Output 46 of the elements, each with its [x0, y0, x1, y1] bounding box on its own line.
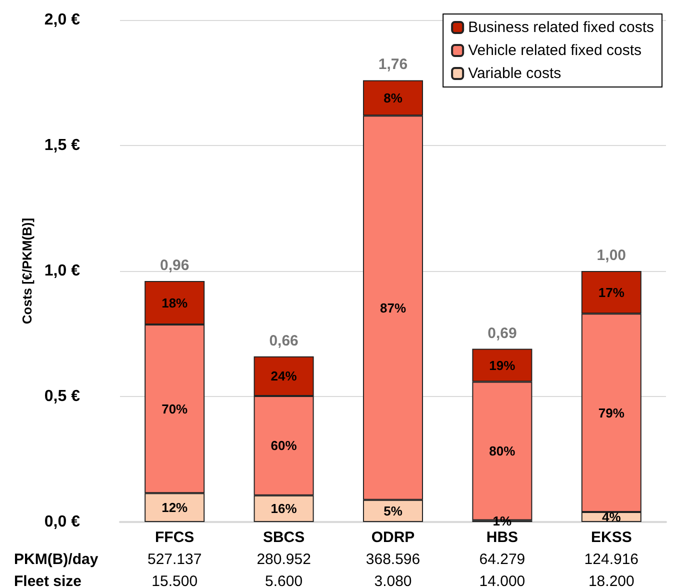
total-label: 1,76	[378, 56, 408, 74]
annotation: 17%	[598, 284, 625, 300]
text: 3.080	[374, 573, 412, 588]
annotation: 24%	[270, 368, 298, 384]
text: 124.916	[584, 551, 639, 568]
annotation: 60%	[270, 438, 298, 454]
legend-label: Vehicle related fixed costs	[468, 42, 642, 59]
x-tick-label: FFCS	[155, 529, 194, 546]
y-tick-label: 2,0 €	[44, 12, 80, 28]
text: 14.000	[479, 573, 526, 588]
annotation: 16%	[270, 501, 298, 516]
annotation: 87%	[380, 300, 406, 316]
y-axis-title: Costs [€/PKM(B)]	[20, 218, 35, 324]
annotation: 12%	[162, 500, 188, 516]
text: 18.200	[588, 573, 634, 588]
annotation: 79%	[598, 405, 625, 420]
text: 527.137	[147, 551, 202, 568]
text: PKM(B)/day	[14, 551, 99, 568]
text: Fleet size	[14, 573, 82, 588]
legend-label: Variable costs	[468, 65, 562, 82]
total-label: 0,96	[160, 257, 190, 274]
y-tick-label: 1,5 €	[44, 137, 80, 154]
text: 368.596	[366, 551, 420, 568]
total-label: 0,66	[269, 332, 298, 350]
x-tick-label: HBS	[486, 529, 518, 546]
annotation: 1%	[492, 514, 512, 529]
y-tick-label: 0,0 €	[44, 514, 80, 530]
legend-label: Business related fixed costs	[468, 19, 654, 36]
text: 5.600	[265, 573, 303, 588]
annotation: 8%	[384, 90, 403, 106]
x-tick-label: ODRP	[371, 529, 415, 546]
annotation: 19%	[489, 358, 516, 373]
annotation: 18%	[162, 295, 188, 310]
text: 280.952	[256, 551, 311, 568]
y-tick-label: 0,5 €	[44, 388, 80, 405]
text: 15.500	[152, 573, 198, 588]
annotation: 5%	[384, 503, 403, 518]
annotation: 70%	[162, 401, 188, 416]
annotation: 4%	[602, 509, 622, 524]
x-tick-label: SBCS	[262, 529, 305, 546]
y-tick-label: 1,0 €	[44, 262, 80, 280]
text: 64.279	[479, 551, 526, 568]
total-label: 0,69	[488, 324, 517, 342]
total-label: 1,00	[596, 247, 626, 264]
x-tick-label: EKSS	[590, 529, 632, 546]
annotation: 80%	[489, 443, 516, 458]
